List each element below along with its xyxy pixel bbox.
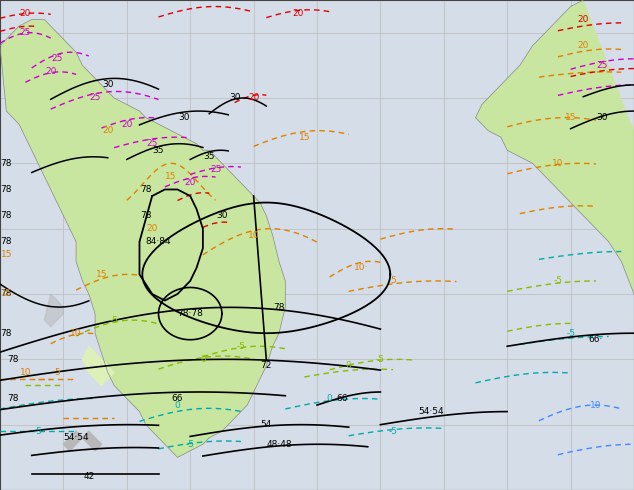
- Text: 54·54: 54·54: [63, 433, 89, 442]
- Text: 78: 78: [1, 185, 12, 194]
- Text: 78: 78: [7, 355, 18, 364]
- Polygon shape: [63, 431, 101, 451]
- Polygon shape: [82, 346, 114, 386]
- Text: 35: 35: [153, 146, 164, 155]
- Text: 78: 78: [7, 394, 18, 403]
- Text: 78: 78: [1, 329, 12, 338]
- Text: 30: 30: [229, 94, 240, 102]
- Text: 25: 25: [210, 165, 221, 174]
- Text: 0: 0: [200, 355, 206, 364]
- Text: 78: 78: [273, 302, 285, 312]
- Text: 20: 20: [578, 15, 589, 24]
- Text: 20: 20: [248, 94, 259, 102]
- Text: 20: 20: [102, 126, 113, 135]
- Text: -5: -5: [236, 342, 245, 351]
- Text: 10·: 10·: [354, 263, 368, 272]
- Text: 20: 20: [45, 67, 56, 76]
- Text: 15: 15: [1, 290, 12, 298]
- Text: -5: -5: [376, 355, 385, 364]
- Text: -5: -5: [389, 427, 398, 436]
- Text: 5: 5: [54, 368, 60, 377]
- Text: 25: 25: [597, 61, 608, 70]
- Text: 10: 10: [590, 400, 602, 410]
- Text: 5: 5: [390, 276, 396, 286]
- Text: 0: 0: [327, 394, 333, 403]
- Text: 15: 15: [96, 270, 107, 279]
- Text: 78: 78: [1, 290, 12, 298]
- Text: 78·78: 78·78: [178, 309, 203, 318]
- Text: 66·: 66·: [589, 335, 603, 344]
- Text: 48·48: 48·48: [266, 440, 292, 449]
- Polygon shape: [44, 294, 63, 327]
- Text: 20: 20: [184, 178, 196, 188]
- Text: 84·84: 84·84: [146, 237, 171, 246]
- Text: 25: 25: [146, 139, 158, 148]
- Polygon shape: [476, 0, 634, 490]
- Text: 15: 15: [299, 133, 310, 142]
- Text: 15: 15: [565, 113, 576, 122]
- Text: 0: 0: [346, 361, 352, 370]
- Text: 78: 78: [140, 185, 152, 194]
- Text: 20: 20: [578, 41, 589, 50]
- Text: 35: 35: [204, 152, 215, 161]
- Text: 10: 10: [248, 231, 259, 240]
- Text: 25: 25: [20, 28, 31, 37]
- Text: 66: 66: [172, 394, 183, 403]
- Text: 78: 78: [1, 237, 12, 246]
- Text: 42: 42: [83, 472, 94, 482]
- Text: 66: 66: [337, 394, 348, 403]
- Text: -5: -5: [553, 276, 562, 286]
- Text: 20: 20: [20, 8, 31, 18]
- Text: -5: -5: [186, 440, 195, 449]
- Text: 10: 10: [20, 368, 31, 377]
- Text: 78: 78: [1, 211, 12, 220]
- Text: 78: 78: [140, 211, 152, 220]
- Text: 30: 30: [102, 80, 113, 90]
- Text: 10: 10: [70, 329, 82, 338]
- Text: 25: 25: [89, 94, 101, 102]
- Text: 20: 20: [146, 224, 158, 233]
- Text: 0: 0: [174, 400, 181, 410]
- Text: -5: -5: [34, 427, 42, 436]
- Polygon shape: [0, 20, 285, 457]
- Text: 30: 30: [216, 211, 228, 220]
- Text: 20: 20: [121, 120, 133, 129]
- Text: 30: 30: [597, 113, 608, 122]
- Text: 20: 20: [292, 8, 304, 18]
- Text: 54: 54: [261, 420, 272, 429]
- Text: 72: 72: [261, 361, 272, 370]
- Text: 15: 15: [165, 172, 177, 181]
- Text: 15: 15: [1, 250, 12, 259]
- Text: 30: 30: [178, 113, 190, 122]
- Text: 54·54: 54·54: [418, 407, 444, 416]
- Text: -5: -5: [566, 329, 575, 338]
- Text: 78: 78: [1, 159, 12, 168]
- Text: -5: -5: [110, 316, 119, 325]
- Text: 25: 25: [51, 54, 63, 63]
- Text: 10: 10: [552, 159, 564, 168]
